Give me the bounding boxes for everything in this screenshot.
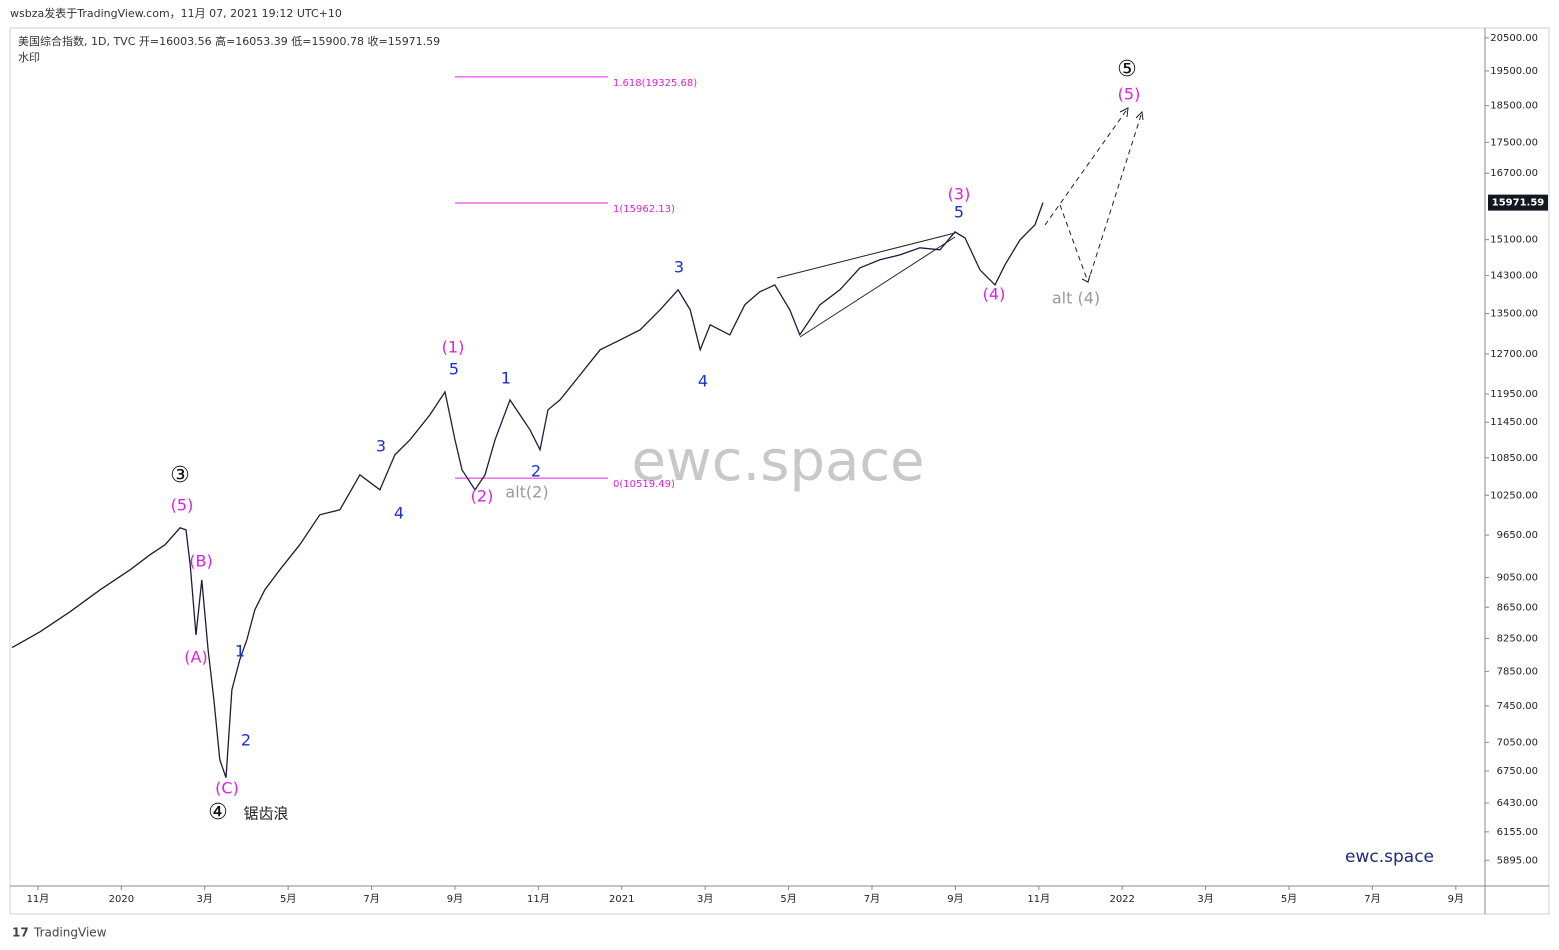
y-tick-label: 11950.00 (1490, 389, 1538, 400)
x-tick-label: 5月 (280, 893, 296, 905)
y-tick-label: 8650.00 (1497, 602, 1538, 613)
x-tick-label: 9月 (447, 893, 463, 905)
y-tick-label: 11450.00 (1490, 417, 1538, 428)
arrowhead (1135, 110, 1144, 121)
fib-label: 0(10519.49) (613, 479, 675, 490)
published: wsbza发表于TradingView.com，11月 07, 2021 19:… (10, 6, 342, 20)
arrowhead (1081, 274, 1091, 283)
x-tick-label: 3月 (197, 893, 213, 905)
y-tick-label: 10250.00 (1490, 490, 1538, 501)
y-tick-label: 6155.00 (1497, 827, 1538, 838)
wave-label: alt (4) (1052, 289, 1100, 308)
wave-label: 4 (394, 504, 404, 523)
y-tick-label: 18500.00 (1490, 101, 1538, 112)
wave-label: 锯齿浪 (243, 805, 288, 823)
wave-label: (5) (1118, 85, 1141, 104)
x-tick-label: 7月 (363, 893, 379, 905)
wave-label: 2 (531, 462, 541, 481)
wave-label: ④ (208, 800, 228, 825)
y-tick-label: 10850.00 (1490, 453, 1538, 464)
y-tick-label: 9050.00 (1497, 572, 1538, 583)
y-tick-label: 8250.00 (1497, 634, 1538, 645)
y-tick-label: 13500.00 (1490, 309, 1538, 320)
wedge (776, 232, 956, 338)
y-tick-label: 16700.00 (1490, 168, 1538, 179)
y-tick-label: 6430.00 (1497, 798, 1538, 809)
wave-label: 4 (698, 372, 708, 391)
y-tick-label: 9650.00 (1497, 530, 1538, 541)
brand: ewc.space (1345, 847, 1434, 867)
wave-label: (C) (215, 779, 239, 798)
wave-label: (2) (471, 487, 494, 506)
projection-path (1044, 107, 1129, 226)
y-tick-label: 17500.00 (1490, 137, 1538, 148)
projection-alt (1059, 111, 1143, 284)
wave-label: ③ (170, 463, 190, 488)
y-tick-label: 5895.00 (1497, 855, 1538, 866)
last-price-box (1488, 194, 1548, 211)
fib-label: 1.618(19325.68) (613, 78, 697, 89)
x-tick-label: 5月 (1281, 893, 1297, 905)
wave-label: 2 (241, 731, 251, 750)
y-tick-label: 19500.00 (1490, 66, 1538, 77)
wave-label: (1) (442, 338, 465, 357)
wedge-upper (776, 232, 956, 279)
y-tick-label: 15100.00 (1490, 235, 1538, 246)
y-tick-label: 12700.00 (1490, 349, 1538, 360)
y-tick-label: 20500.00 (1490, 33, 1538, 44)
x-tick-label: 7月 (1364, 893, 1380, 905)
wave-label: ⑤ (1117, 57, 1137, 82)
wedge-lower (799, 236, 956, 338)
x-tick-label: 2021 (609, 894, 634, 905)
frame (9, 27, 1550, 915)
x-tick-label: 11月 (27, 893, 50, 905)
wave-label: alt(2) (505, 483, 548, 502)
x-tick-label: 2022 (1109, 894, 1134, 905)
x-tick-label: 5月 (780, 893, 796, 905)
wave-label: (B) (189, 552, 212, 571)
x-tick-label: 7月 (864, 893, 880, 905)
wave-label: (A) (184, 648, 207, 667)
last-price-label: 15971.59 (1492, 198, 1545, 209)
x-tick-label: 11月 (527, 893, 550, 905)
x-tick-label: 9月 (947, 893, 963, 905)
x-tick-label: 2020 (109, 894, 134, 905)
wave-label: (5) (171, 496, 194, 515)
y-tick-label: 7450.00 (1497, 701, 1538, 712)
wave-label: 1 (235, 642, 245, 661)
fib-label: 1(15962.13) (613, 204, 675, 215)
y-tick-label: 7850.00 (1497, 666, 1538, 677)
arrowhead (1119, 107, 1129, 118)
x-tick-label: 11月 (1027, 893, 1050, 905)
note: 水印 (18, 51, 40, 64)
watermark: ewc.space (631, 429, 924, 494)
price-line (11, 202, 1044, 778)
x-tick-label: 9月 (1448, 893, 1464, 905)
wave-label: 3 (674, 258, 684, 277)
wave-label: 5 (449, 360, 459, 379)
arrowheads (1081, 107, 1144, 283)
wave-label: (3) (948, 185, 971, 204)
wave-label: 5 (954, 203, 964, 222)
wave-label: 1 (501, 369, 511, 388)
y-tick-label: 7050.00 (1497, 737, 1538, 748)
footer: TradingView (33, 926, 107, 940)
y-tick-label: 14300.00 (1490, 271, 1538, 282)
y-tick-label: 6750.00 (1497, 766, 1538, 777)
symbol-info: 美国综合指数, 1D, TVC 开=16003.56 高=16053.39 低=… (18, 34, 440, 48)
wave-label: 3 (376, 437, 386, 456)
x-tick-label: 3月 (1197, 893, 1213, 905)
x-tick-label: 3月 (697, 893, 713, 905)
logo: 17 (12, 926, 29, 940)
wave-label: (4) (983, 285, 1006, 304)
projection (1044, 107, 1143, 284)
